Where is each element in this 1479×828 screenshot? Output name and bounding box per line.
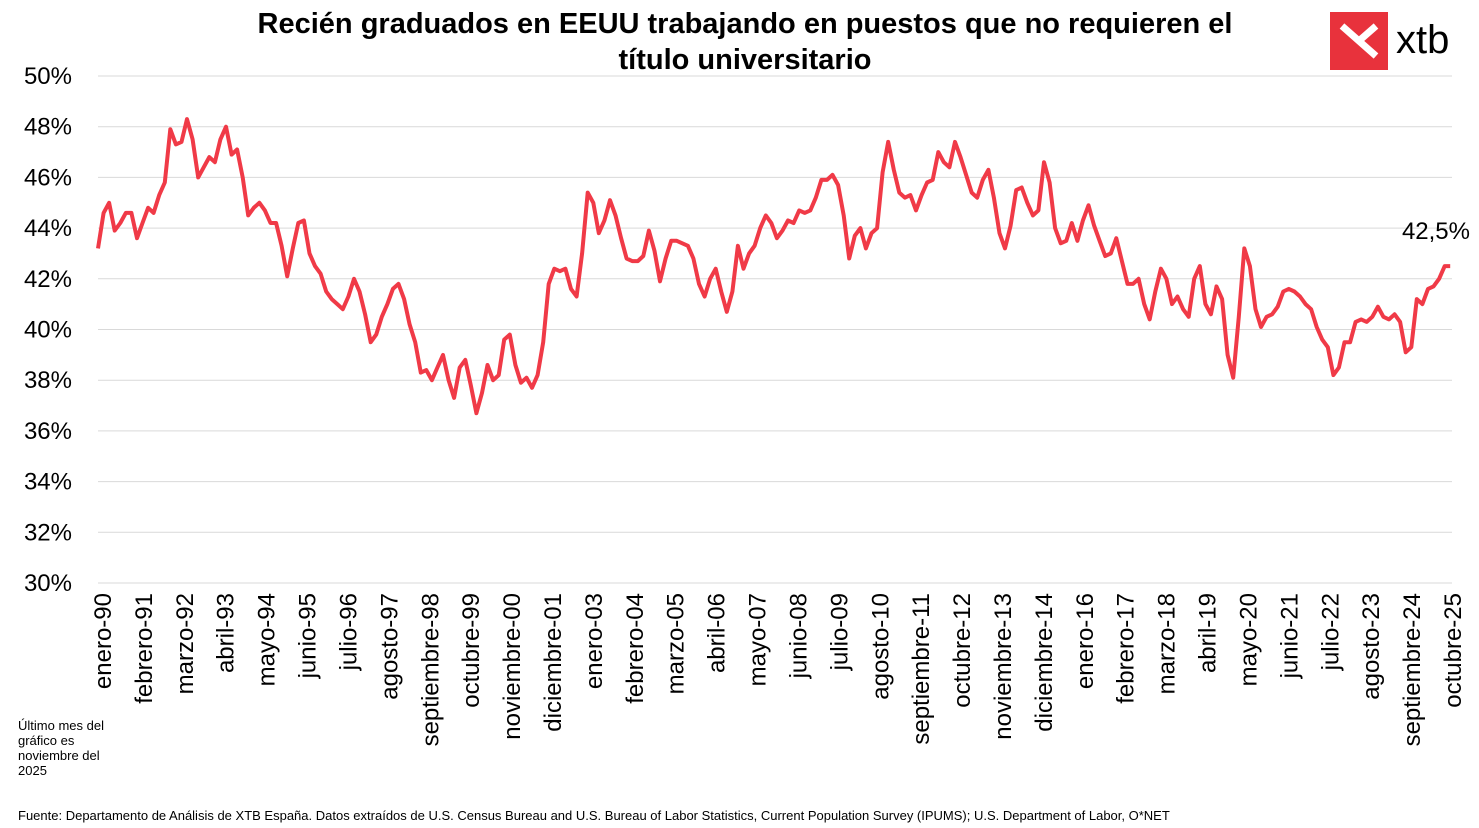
x-tick-label: mayo-20 xyxy=(1235,593,1262,686)
x-tick-label: febrero-04 xyxy=(622,593,649,704)
x-tick-label: octubre-25 xyxy=(1440,593,1467,708)
x-tick-label: abril-06 xyxy=(704,593,731,673)
x-tick-label: diciembre-14 xyxy=(1031,593,1058,732)
x-tick-label: febrero-17 xyxy=(1113,593,1140,704)
x-tick-label: septiembre-98 xyxy=(417,593,444,746)
x-tick-label: mayo-94 xyxy=(254,593,281,686)
x-tick-label: enero-90 xyxy=(90,593,117,689)
y-tick-label: 50% xyxy=(24,63,72,90)
y-tick-label: 30% xyxy=(24,570,72,597)
x-tick-label: agosto-97 xyxy=(376,593,403,700)
x-tick-label: junio-08 xyxy=(785,593,812,679)
x-tick-label: enero-03 xyxy=(581,593,608,689)
logo-text: xtb xyxy=(1396,18,1450,62)
x-tick-label: mayo-07 xyxy=(745,593,772,686)
x-tick-label: junio-21 xyxy=(1276,593,1303,679)
last-value-label: 42,5% xyxy=(1402,218,1470,245)
x-tick-label: febrero-91 xyxy=(131,593,158,704)
y-tick-label: 36% xyxy=(24,418,72,445)
x-tick-label: abril-93 xyxy=(213,593,240,673)
x-tick-label: julio-09 xyxy=(826,593,853,671)
x-tick-label: septiembre-24 xyxy=(1399,593,1426,746)
y-axis-ticks: 30% 32% 34% 36% 38% 40% 42% 44% 46% 48% 50% xyxy=(24,63,72,597)
x-tick-label: abril-19 xyxy=(1195,593,1222,673)
y-tick-label: 32% xyxy=(24,519,72,546)
x-tick-label: diciembre-01 xyxy=(540,593,567,732)
x-tick-label: junio-95 xyxy=(295,593,322,679)
y-tick-label: 40% xyxy=(24,317,72,344)
x-tick-label: octubre-99 xyxy=(458,593,485,708)
y-tick-label: 38% xyxy=(24,367,72,394)
x-tick-label: marzo-18 xyxy=(1154,593,1181,694)
y-tick-label: 48% xyxy=(24,114,72,141)
series-line xyxy=(96,117,1451,416)
source-note: Fuente: Departamento de Análisis de XTB … xyxy=(18,808,1170,823)
xtb-logo-icon xyxy=(1330,12,1388,70)
x-tick-label: julio-96 xyxy=(335,593,362,671)
x-tick-label: agosto-10 xyxy=(867,593,894,700)
x-tick-label: octubre-12 xyxy=(949,593,976,708)
x-tick-label: marzo-05 xyxy=(663,593,690,694)
chart-title-line-2: título universitario xyxy=(618,44,872,76)
x-tick-label: agosto-23 xyxy=(1358,593,1385,700)
chart-title-line-1: Recién graduados en EEUU trabajando en p… xyxy=(257,8,1233,40)
x-tick-label: noviembre-00 xyxy=(499,593,526,740)
x-tick-label: julio-22 xyxy=(1317,593,1344,671)
x-axis-ticks: enero-90 febrero-91 marzo-92 abril-93 mayo-9… xyxy=(90,593,1467,746)
y-tick-label: 46% xyxy=(24,164,72,191)
brand-logo: xtb xyxy=(1330,12,1470,72)
x-tick-label: marzo-92 xyxy=(172,593,199,694)
grid-lines xyxy=(98,75,1452,584)
y-tick-label: 42% xyxy=(24,266,72,293)
x-tick-label: noviembre-13 xyxy=(990,593,1017,740)
last-month-note: Último mes del gráfico es noviembre del … xyxy=(18,718,104,778)
y-tick-label: 34% xyxy=(24,469,72,496)
x-tick-label: septiembre-11 xyxy=(908,593,935,745)
x-tick-label: enero-16 xyxy=(1072,593,1099,689)
chart-title: Recién graduados en EEUU trabajando en p… xyxy=(130,6,1360,78)
y-tick-label: 44% xyxy=(24,215,72,242)
